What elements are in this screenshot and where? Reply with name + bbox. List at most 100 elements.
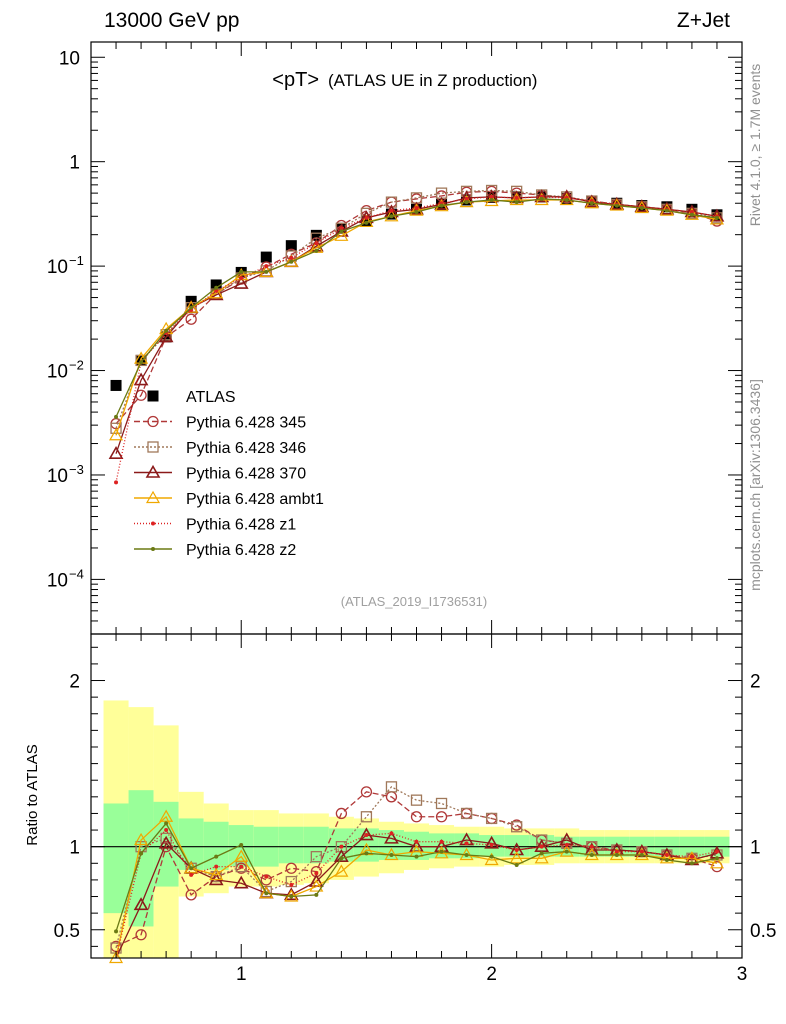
main-ytick-label: 10 xyxy=(59,48,80,69)
legend-marker-data xyxy=(147,390,159,402)
ratio-point-s345-13 xyxy=(435,811,448,823)
legend: ATLAS Pythia 6.428 345 Pythia 6.428 346 Pyt… xyxy=(134,389,324,559)
ratio-point-s345-12 xyxy=(410,811,423,823)
main-point-z2-16 xyxy=(514,200,519,205)
legend-marker-z1 xyxy=(151,521,155,526)
main-point-s370-4 xyxy=(208,287,224,301)
ratio-point-z2-19 xyxy=(589,852,594,857)
main-ytick-label: 10 xyxy=(47,570,68,591)
ratio-point-ambt1-15 xyxy=(484,852,499,866)
ratio-point-ambt1-22 xyxy=(659,851,674,864)
ratio-point-z1-7 xyxy=(289,882,294,887)
ratio-point-z1-12 xyxy=(414,839,419,844)
main-point-s370-5 xyxy=(233,275,249,289)
legend-marker-s346 xyxy=(147,441,159,453)
main-point-z2-20 xyxy=(614,203,619,208)
ratio-point-s346-13 xyxy=(435,797,448,810)
main-point-z1-23 xyxy=(689,209,694,214)
main-panel-series xyxy=(108,184,725,485)
ratio-point-ambt1-17 xyxy=(534,851,549,864)
main-point-z1-14 xyxy=(464,196,469,201)
ratio-uncertainty-bands xyxy=(103,700,730,958)
ratio-point-z1-16 xyxy=(514,848,519,852)
main-point-z1-9 xyxy=(339,226,344,231)
main-point-z2-11 xyxy=(389,214,394,219)
main-point-z2-7 xyxy=(289,259,294,264)
main-point-z2-4 xyxy=(214,285,219,290)
main-point-z2-19 xyxy=(589,201,594,206)
main-point-data-6 xyxy=(260,251,272,263)
ratio-point-z2-13 xyxy=(439,849,444,854)
ratio-point-z2-6 xyxy=(264,891,269,896)
ratio-ytick-label-right: 1 xyxy=(750,838,761,859)
ratio-point-s370-15 xyxy=(484,835,499,849)
main-point-z1-16 xyxy=(514,195,519,200)
ratio-point-s346-14 xyxy=(460,807,473,820)
ratio-band-inner-8 xyxy=(303,826,329,864)
main-point-ambt1-12 xyxy=(409,203,424,216)
ratio-point-s345-7 xyxy=(285,862,297,874)
ratio-point-z1-19 xyxy=(589,844,594,849)
main-point-z2-15 xyxy=(489,197,494,202)
header-left-label: 13000 GeV pp xyxy=(104,9,239,32)
ratio-point-z1-4 xyxy=(214,864,219,869)
ratio-point-z1-11 xyxy=(389,831,394,836)
main-point-ambt1-24 xyxy=(709,212,724,225)
main-point-z1-12 xyxy=(414,206,419,211)
ratio-point-ambt1-1 xyxy=(134,832,149,846)
ratio-point-ambt1-0 xyxy=(109,950,124,964)
main-point-s370-22 xyxy=(659,201,675,215)
main-point-ambt1-16 xyxy=(509,192,524,206)
main-point-data-4 xyxy=(210,279,222,291)
main-point-data-11 xyxy=(385,208,397,220)
ratio-point-z1-8 xyxy=(314,871,319,876)
main-point-z1-5 xyxy=(239,275,244,280)
ratio-point-ambt1-2 xyxy=(159,809,174,822)
legend-marker-ambt1 xyxy=(145,490,161,504)
ratio-point-z2-1 xyxy=(139,851,144,856)
ratio-ytick-label-left: 0.5 xyxy=(54,921,80,942)
ratio-point-z1-23 xyxy=(689,854,694,859)
main-point-z2-18 xyxy=(564,197,569,202)
ratio-point-z1-14 xyxy=(464,841,469,846)
main-point-ambt1-10 xyxy=(359,214,374,228)
ratio-point-z1-9 xyxy=(339,844,344,849)
ratio-point-z1-18 xyxy=(564,843,569,848)
main-point-z1-7 xyxy=(289,255,294,260)
ratio-point-z2-10 xyxy=(364,851,369,856)
ratio-ytick-label-left: 1 xyxy=(69,838,80,859)
main-line-s346 xyxy=(115,189,718,429)
ratio-point-ambt1-6 xyxy=(259,885,274,899)
ratio-point-z1-17 xyxy=(539,844,544,849)
ratio-point-z1-2 xyxy=(164,828,169,833)
ratio-point-s346-11 xyxy=(385,781,398,793)
ratio-point-z2-20 xyxy=(614,852,619,857)
header-right-label: Z+Jet xyxy=(677,9,730,32)
main-ytick-exponent: −1 xyxy=(69,253,84,268)
main-ytick-label: 10 xyxy=(47,466,68,487)
ratio-xtick-label: 2 xyxy=(486,964,497,985)
main-point-data-7 xyxy=(285,240,297,252)
plot-title: <pT> xyxy=(272,69,319,91)
ratio-point-z2-9 xyxy=(339,856,344,861)
ratio-point-ambt1-8 xyxy=(309,879,324,892)
main-point-z2-24 xyxy=(714,215,719,220)
legend-marker-s345 xyxy=(147,415,159,428)
ratio-point-z2-4 xyxy=(214,854,219,859)
ratio-point-z2-11 xyxy=(389,852,394,857)
ratio-point-s346-12 xyxy=(410,794,423,806)
main-point-z2-1 xyxy=(139,360,144,365)
ratio-point-z2-0 xyxy=(114,929,119,934)
ratio-point-ambt1-21 xyxy=(634,847,649,861)
ratio-ytick-label-right: 0.5 xyxy=(750,921,776,942)
ratio-point-ambt1-5 xyxy=(234,849,249,862)
main-point-z1-15 xyxy=(489,194,494,199)
ratio-point-s345-10 xyxy=(360,786,373,798)
ratio-point-z2-21 xyxy=(639,852,644,857)
ratio-point-s370-7 xyxy=(283,887,299,901)
main-point-ambt1-4 xyxy=(209,286,224,299)
main-ytick-exponent: −4 xyxy=(69,566,84,581)
main-point-z1-10 xyxy=(364,215,369,220)
main-point-z2-23 xyxy=(689,212,694,217)
